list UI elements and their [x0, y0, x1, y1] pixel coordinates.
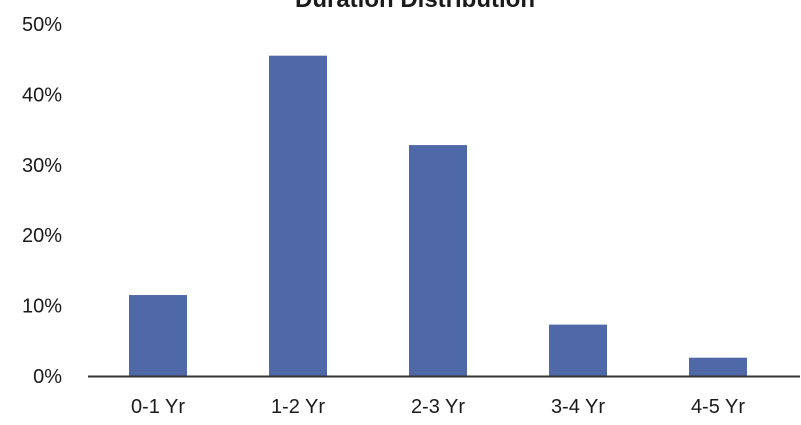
x-axis-tick-labels: 0-1 Yr 1-2 Yr 2-3 Yr 3-4 Yr 4-5 Yr: [131, 396, 745, 418]
chart-title: Duration Distribution: [0, 0, 801, 14]
y-tick-label: 0%: [33, 366, 62, 388]
x-tick-label: 0-1 Yr: [131, 396, 185, 418]
y-axis-tick-labels: 0% 10% 20% 30% 40% 50%: [22, 14, 62, 388]
y-tick-label: 10%: [22, 296, 62, 318]
y-tick-label: 20%: [22, 225, 62, 247]
bar: [129, 295, 187, 376]
y-tick-label: 40%: [22, 84, 62, 106]
y-tick-label: 50%: [22, 14, 62, 36]
x-tick-label: 1-2 Yr: [271, 396, 325, 418]
x-tick-label: 4-5 Yr: [691, 396, 745, 418]
x-tick-label: 2-3 Yr: [411, 396, 465, 418]
bar: [549, 324, 607, 376]
bar: [689, 357, 747, 376]
bar-series: [129, 55, 747, 377]
bar: [409, 145, 467, 376]
y-tick-label: 30%: [22, 155, 62, 177]
x-tick-label: 3-4 Yr: [551, 396, 605, 418]
bar: [269, 55, 327, 377]
